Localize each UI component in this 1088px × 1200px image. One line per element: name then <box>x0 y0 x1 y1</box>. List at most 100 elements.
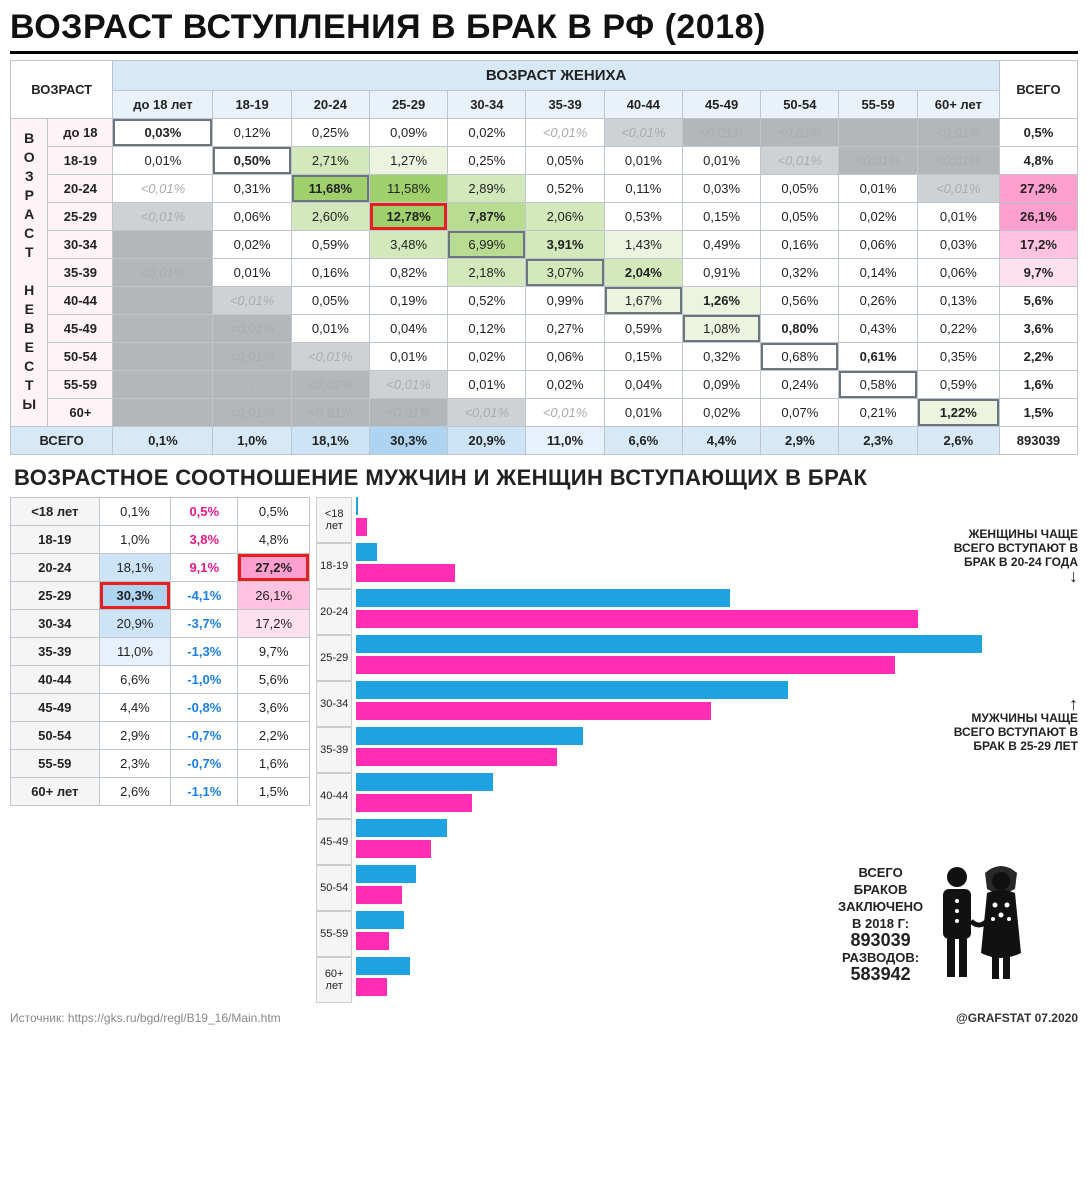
bar-male <box>356 681 787 699</box>
bar-male <box>356 773 492 791</box>
matrix-cell: 0,09% <box>369 119 447 147</box>
matrix-cell: 0,06% <box>213 203 291 231</box>
row-label: 50-54 <box>48 343 113 371</box>
col-header: 40-44 <box>604 91 682 119</box>
row-total: 17,2% <box>999 231 1077 259</box>
matrix-cell: 0,01% <box>113 147 213 175</box>
mini-row-label: 18-19 <box>11 526 100 554</box>
matrix-cell: 0,01% <box>604 399 682 427</box>
bar-male <box>356 819 447 837</box>
col-total: 2,3% <box>839 427 917 455</box>
mini-male: 1,0% <box>99 526 171 554</box>
row-total: 0,5% <box>999 119 1077 147</box>
mini-male: 6,6% <box>99 666 171 694</box>
bar-row-label: 20-24 <box>316 589 352 635</box>
mini-female: 2,2% <box>238 722 310 750</box>
matrix-cell: 0,05% <box>761 203 839 231</box>
mini-row-label: 45-49 <box>11 694 100 722</box>
col-header: до 18 лет <box>113 91 213 119</box>
bar-chart: <18 лет18-1920-2425-2930-3435-3940-4445-… <box>316 497 1078 1003</box>
grand-total: 893039 <box>999 427 1077 455</box>
mini-diff: 3,8% <box>171 526 238 554</box>
matrix-cell: 2,06% <box>526 203 604 231</box>
matrix-cell: 0,03% <box>113 119 213 147</box>
matrix-cell: 0,32% <box>761 259 839 287</box>
bar-male <box>356 957 410 975</box>
mini-female: 17,2% <box>238 610 310 638</box>
bar-male <box>356 589 730 607</box>
matrix-cell: 0,25% <box>291 119 369 147</box>
mini-diff: -4,1% <box>171 582 238 610</box>
matrix-cell: 0,59% <box>291 231 369 259</box>
matrix-cell: 0,25% <box>448 147 526 175</box>
mini-row-label: <18 лет <box>11 498 100 526</box>
mini-male: 2,9% <box>99 722 171 750</box>
matrix-cell: 3,91% <box>526 231 604 259</box>
bar-male <box>356 911 403 929</box>
row-label: 35-39 <box>48 259 113 287</box>
row-label: 55-59 <box>48 371 113 399</box>
bar-female <box>356 564 455 582</box>
mini-female: 0,5% <box>238 498 310 526</box>
matrix-cell: - <box>113 371 213 399</box>
source-text: Источник: https://gks.ru/bgd/regl/B19_16… <box>10 1011 281 1025</box>
row-total: 1,5% <box>999 399 1077 427</box>
matrix-cell: <0,01% <box>113 203 213 231</box>
bar-female <box>356 748 556 766</box>
row-total: 2,2% <box>999 343 1077 371</box>
bar-female <box>356 886 401 904</box>
bar-female <box>356 518 366 536</box>
matrix-cell: 0,01% <box>839 175 917 203</box>
matrix-cell: - <box>113 399 213 427</box>
matrix-cell: 0,56% <box>761 287 839 315</box>
matrix-cell: <0,01% <box>917 175 999 203</box>
bar-row-label: 60+ лет <box>316 957 352 1003</box>
matrix-cell: 1,67% <box>604 287 682 315</box>
matrix-cell: <0,01% <box>526 399 604 427</box>
bride-header: ВОЗРАСТ НЕВЕСТЫ <box>11 119 48 427</box>
main-matrix: ВОЗРАСТВОЗРАСТ ЖЕНИХАВСЕГОдо 18 лет18-19… <box>10 60 1078 455</box>
matrix-cell: <0,01% <box>291 343 369 371</box>
matrix-cell: <0,01% <box>917 147 999 175</box>
col-header: 25-29 <box>369 91 447 119</box>
summary-infobox: ВСЕГОБРАКОВЗАКЛЮЧЕНОВ 2018 Г: 893039 РАЗ… <box>838 863 1068 983</box>
matrix-cell: 0,49% <box>682 231 760 259</box>
row-label: 20-24 <box>48 175 113 203</box>
matrix-cell: <0,01% <box>682 119 760 147</box>
info-marriages: 893039 <box>838 932 923 949</box>
matrix-cell: 2,71% <box>291 147 369 175</box>
page-title: ВОЗРАСТ ВСТУПЛЕНИЯ В БРАК В РФ (2018) <box>10 8 1078 54</box>
matrix-cell: 0,06% <box>526 343 604 371</box>
annotation-men: ↑МУЖЧИНЫ ЧАЩЕВСЕГО ВСТУПАЮТ ВБРАК В 25-2… <box>954 697 1078 753</box>
mini-male: 2,3% <box>99 750 171 778</box>
matrix-cell: <0,01% <box>526 119 604 147</box>
subtitle-2: ВОЗРАСТНОЕ СООТНОШЕНИЕ МУЖЧИН И ЖЕНЩИН В… <box>14 465 1074 491</box>
mini-diff: -1,1% <box>171 778 238 806</box>
matrix-cell: 0,06% <box>917 259 999 287</box>
mini-female: 26,1% <box>238 582 310 610</box>
matrix-cell: 0,04% <box>604 371 682 399</box>
bar-male <box>356 543 377 561</box>
row-label: 60+ <box>48 399 113 427</box>
row-label: 30-34 <box>48 231 113 259</box>
matrix-cell: - <box>213 371 291 399</box>
couple-icon <box>929 863 1029 983</box>
matrix-cell: 0,02% <box>839 203 917 231</box>
matrix-cell: 1,08% <box>682 315 760 343</box>
bar-row: 40-44 <box>316 773 1078 819</box>
matrix-cell: 0,43% <box>839 315 917 343</box>
matrix-cell: 0,80% <box>761 315 839 343</box>
bar-female <box>356 794 472 812</box>
bar-female <box>356 840 430 858</box>
matrix-cell: 0,15% <box>604 343 682 371</box>
col-header: 20-24 <box>291 91 369 119</box>
matrix-cell: 0,07% <box>761 399 839 427</box>
matrix-cell: 0,02% <box>448 119 526 147</box>
matrix-cell: 0,52% <box>448 287 526 315</box>
matrix-cell: 0,16% <box>761 231 839 259</box>
corner-label: ВОЗРАСТ <box>11 61 113 119</box>
mini-female: 5,6% <box>238 666 310 694</box>
col-header: 50-54 <box>761 91 839 119</box>
row-label: 18-19 <box>48 147 113 175</box>
mini-female: 1,6% <box>238 750 310 778</box>
